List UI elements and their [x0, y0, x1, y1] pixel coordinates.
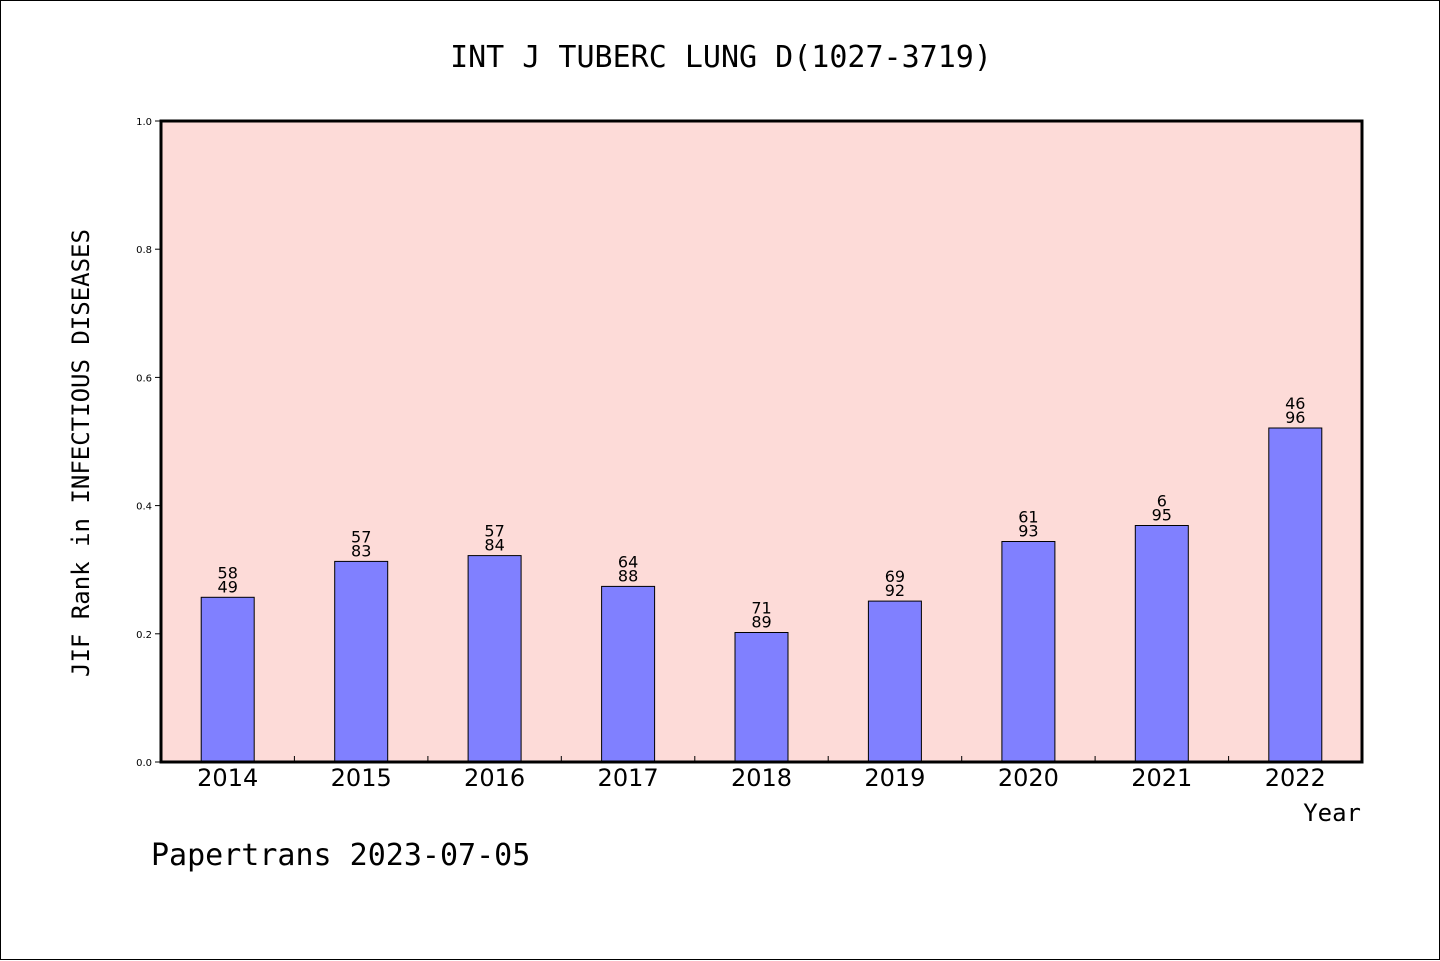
x-tick-label-2018: 2018	[731, 764, 792, 792]
x-tick-label-2015: 2015	[331, 764, 392, 792]
bar-2014	[200, 596, 255, 763]
y-tick-label-0.6: 0.6	[136, 373, 152, 384]
bar-2022	[1268, 427, 1323, 763]
bar-label-bottom-2019: 92	[885, 581, 905, 600]
bar-2016	[467, 555, 522, 763]
y-tick-label-0.4: 0.4	[136, 502, 152, 513]
bar-label-bottom-2016: 84	[484, 536, 504, 555]
x-tick-label-2014: 2014	[197, 764, 258, 792]
bar-label-top-2022: 46	[1285, 394, 1305, 413]
x-tick-label-2022: 2022	[1265, 764, 1326, 792]
bar-label-top-2018: 71	[751, 599, 771, 618]
x-axis-label: Year	[1303, 799, 1361, 827]
bar-label-top-2021: 6	[1157, 492, 1167, 511]
bar-2018	[734, 632, 789, 763]
bar-label-bottom-2015: 83	[351, 541, 371, 560]
bar-label-bottom-2014: 49	[218, 577, 238, 596]
x-tick-label-2021: 2021	[1131, 764, 1192, 792]
y-tick-label-1.0: 1.0	[136, 117, 152, 128]
bar-label-top-2014: 58	[218, 563, 238, 582]
y-tick-label-0.2: 0.2	[136, 630, 152, 641]
chart-title: INT J TUBERC LUNG D(1027-3719)	[450, 40, 992, 75]
y-axis-label: JIF Rank in INFECTIOUS DISEASES	[67, 229, 95, 677]
bar-label-top-2017: 64	[618, 552, 638, 571]
bar-label-bottom-2022: 96	[1285, 408, 1305, 427]
x-tick-label-2017: 2017	[598, 764, 659, 792]
bar-label-bottom-2021: 95	[1152, 506, 1172, 525]
bar-label-bottom-2017: 88	[618, 566, 638, 585]
bar-label-bottom-2018: 89	[751, 613, 771, 632]
bar-2015	[334, 560, 389, 763]
bar-2019	[867, 600, 922, 763]
bar-label-top-2019: 69	[885, 567, 905, 586]
bar-2021	[1134, 525, 1189, 763]
footer-watermark: Papertrans 2023-07-05	[151, 838, 530, 873]
bar-label-top-2015: 57	[351, 527, 371, 546]
bar-label-bottom-2020: 93	[1018, 522, 1038, 541]
y-tick-label-0.0: 0.0	[136, 758, 152, 769]
x-tick-label-2020: 2020	[998, 764, 1059, 792]
bar-label-top-2020: 61	[1018, 508, 1038, 527]
y-tick-label-0.8: 0.8	[136, 245, 152, 256]
bar-label-top-2016: 57	[484, 522, 504, 541]
y-axis: 0.0 0.2 0.4 0.6 0.8 1.0	[136, 117, 161, 769]
x-axis: 2014 2015 2016 2017 2018 2019 2020 2021 2022	[197, 756, 1326, 792]
bar-2017	[601, 585, 656, 763]
bars-group	[200, 427, 1323, 763]
x-tick-label-2019: 2019	[864, 764, 925, 792]
x-tick-label-2016: 2016	[464, 764, 525, 792]
plot-border	[159, 119, 1364, 764]
bar-2020	[1001, 541, 1056, 763]
